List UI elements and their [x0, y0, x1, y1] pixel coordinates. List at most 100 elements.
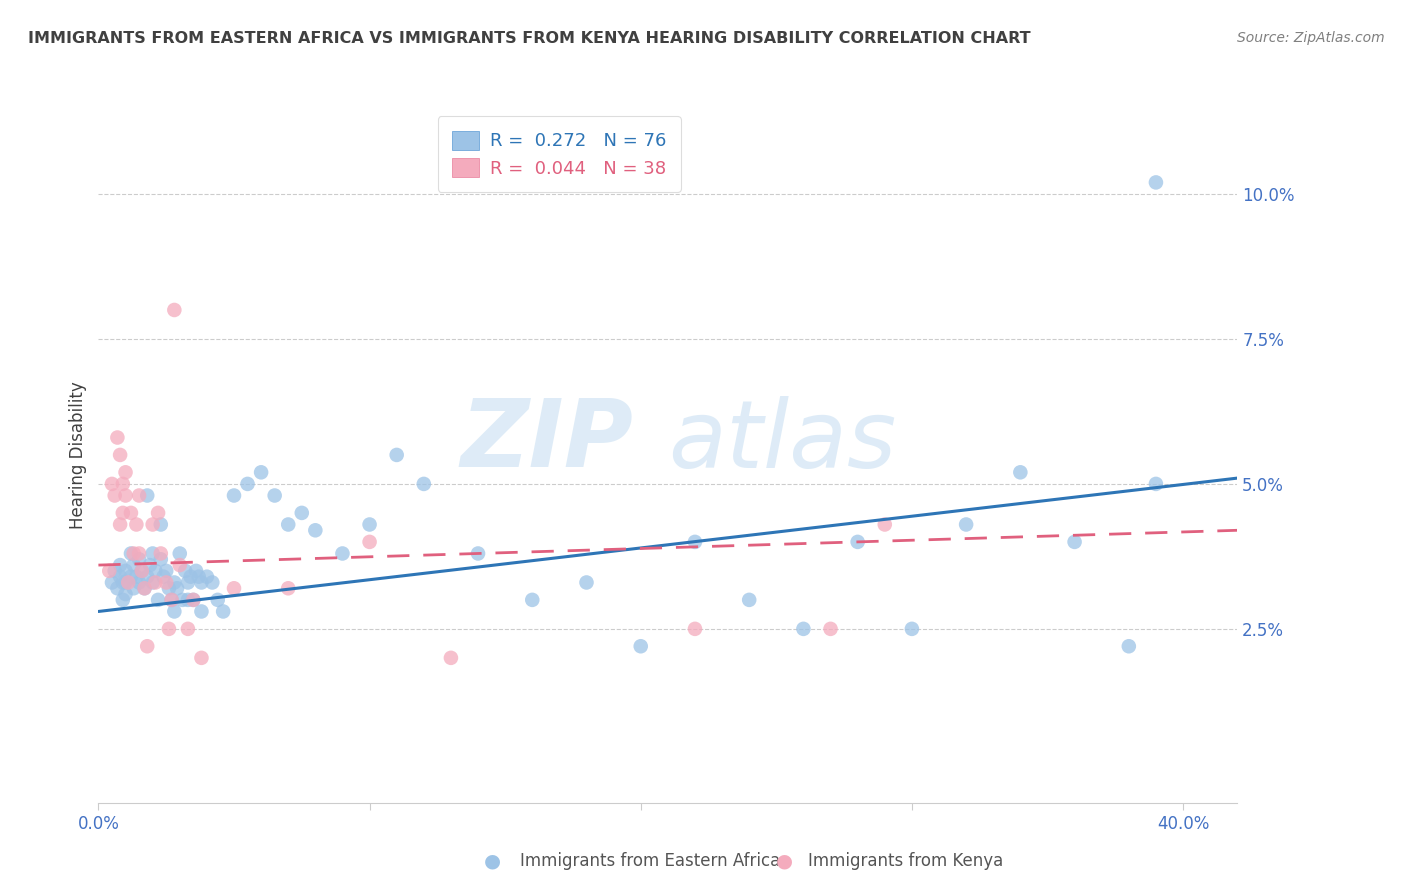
Point — [190, 575, 212, 590]
Point — [222, 582, 245, 596]
Point — [108, 517, 131, 532]
Point — [101, 575, 124, 590]
Point — [128, 575, 150, 590]
Point — [146, 506, 169, 520]
Point — [187, 570, 209, 584]
Point — [114, 489, 136, 503]
Point — [683, 622, 706, 636]
Point — [180, 570, 202, 584]
Point — [163, 605, 186, 619]
Point — [128, 546, 150, 561]
Point — [901, 622, 924, 636]
Point — [101, 476, 124, 491]
Legend: R =  0.272   N = 76, R =  0.044   N = 38: R = 0.272 N = 76, R = 0.044 N = 38 — [437, 116, 681, 192]
Point — [120, 546, 142, 561]
Point — [304, 523, 326, 537]
Point — [177, 622, 200, 636]
Point — [107, 431, 129, 445]
Point — [184, 564, 207, 578]
Point — [163, 303, 186, 318]
Point — [142, 575, 165, 590]
Point — [125, 570, 148, 584]
Point — [169, 546, 191, 561]
Text: Immigrants from Eastern Africa: Immigrants from Eastern Africa — [520, 852, 780, 870]
Point — [1118, 639, 1140, 653]
Point — [117, 575, 139, 590]
Point — [114, 564, 136, 578]
Point — [122, 546, 145, 561]
Text: Source: ZipAtlas.com: Source: ZipAtlas.com — [1237, 31, 1385, 45]
Text: atlas: atlas — [668, 395, 896, 486]
Point — [155, 564, 177, 578]
Point — [107, 582, 129, 596]
Point — [128, 489, 150, 503]
Point — [146, 592, 169, 607]
Point — [412, 476, 434, 491]
Point — [139, 558, 162, 573]
Point — [128, 552, 150, 566]
Point — [125, 517, 148, 532]
Point — [820, 622, 842, 636]
Point — [155, 575, 177, 590]
Text: IMMIGRANTS FROM EASTERN AFRICA VS IMMIGRANTS FROM KENYA HEARING DISABILITY CORRE: IMMIGRANTS FROM EASTERN AFRICA VS IMMIGR… — [28, 31, 1031, 46]
Point — [111, 592, 134, 607]
Point — [145, 564, 167, 578]
Point — [131, 564, 153, 578]
Point — [136, 639, 159, 653]
Point — [195, 570, 218, 584]
Point — [160, 592, 183, 607]
Point — [522, 592, 544, 607]
Point — [166, 582, 188, 596]
Point — [122, 558, 145, 573]
Point — [873, 517, 896, 532]
Point — [145, 575, 167, 590]
Point — [134, 582, 156, 596]
Point — [792, 622, 814, 636]
Point — [1144, 476, 1167, 491]
Point — [136, 570, 159, 584]
Text: Immigrants from Kenya: Immigrants from Kenya — [808, 852, 1004, 870]
Point — [177, 592, 200, 607]
Point — [160, 592, 183, 607]
Point — [108, 558, 131, 573]
Point — [177, 575, 200, 590]
Point — [114, 587, 136, 601]
Point — [172, 592, 194, 607]
Point — [1063, 534, 1085, 549]
Point — [131, 564, 153, 578]
Point — [169, 558, 191, 573]
Point — [467, 546, 489, 561]
Point — [683, 534, 706, 549]
Point — [359, 534, 381, 549]
Point — [111, 506, 134, 520]
Point — [250, 466, 273, 480]
Point — [122, 582, 145, 596]
Point — [104, 564, 127, 578]
Point — [332, 546, 354, 561]
Point — [157, 582, 180, 596]
Point — [201, 575, 224, 590]
Point — [236, 476, 259, 491]
Point — [207, 592, 229, 607]
Point — [142, 517, 165, 532]
Point — [183, 592, 205, 607]
Point — [263, 489, 285, 503]
Point — [174, 564, 197, 578]
Point — [277, 582, 299, 596]
Point — [111, 476, 134, 491]
Point — [575, 575, 598, 590]
Point — [738, 592, 761, 607]
Point — [120, 506, 142, 520]
Point — [190, 651, 212, 665]
Point — [104, 489, 127, 503]
Point — [114, 466, 136, 480]
Point — [955, 517, 977, 532]
Point — [1144, 176, 1167, 190]
Point — [277, 517, 299, 532]
Point — [163, 575, 186, 590]
Point — [98, 564, 121, 578]
Point — [190, 605, 212, 619]
Point — [291, 506, 314, 520]
Point — [134, 582, 156, 596]
Y-axis label: Hearing Disability: Hearing Disability — [69, 381, 87, 529]
